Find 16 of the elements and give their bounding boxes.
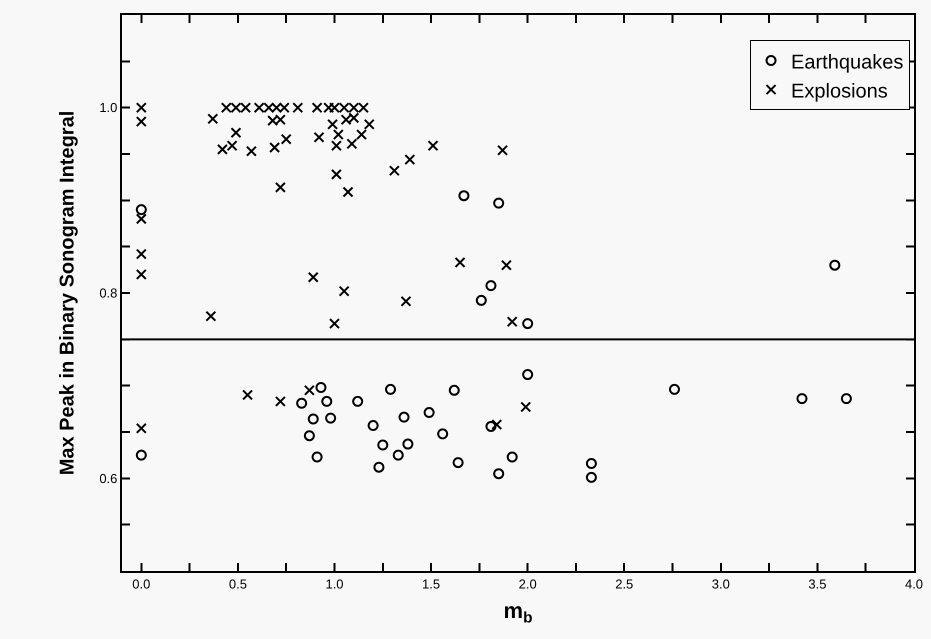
x-tick-label: 1.5	[422, 576, 440, 592]
y-axis-title: Max Peak in Binary Sonogram Integral	[56, 110, 78, 476]
y-tick-label: 0.6	[99, 470, 118, 486]
x-tick-label: 2.0	[518, 576, 537, 592]
legend-label: Explosions	[791, 80, 888, 102]
x-tick-label: 0.0	[132, 576, 150, 592]
y-tick-label: 0.8	[99, 286, 118, 301]
y-tick-label: 1.0	[99, 100, 118, 116]
x-tick-label: 1.0	[325, 576, 344, 592]
x-tick-label: 0.5	[228, 576, 247, 592]
x-tick-label: 3.0	[712, 576, 730, 592]
x-tick-label: 3.5	[808, 576, 826, 592]
x-tick-label: 2.5	[615, 576, 634, 592]
x-tick-label: 4.0	[904, 576, 924, 592]
x-axis-title: m$_{b}$	[504, 598, 532, 627]
legend-label: Earthquakes	[791, 51, 904, 74]
